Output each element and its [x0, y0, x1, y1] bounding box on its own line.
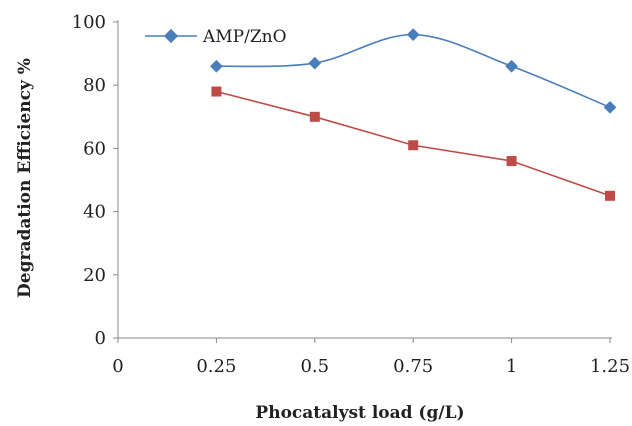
- series-1-point: [210, 59, 223, 73]
- series-1-point: [308, 56, 322, 70]
- y-tick-label: 60: [83, 138, 106, 159]
- series-2-point: [506, 156, 517, 167]
- y-tick-label: 80: [83, 75, 106, 96]
- legend: AMP/ZnO: [145, 27, 287, 47]
- series-2-point: [309, 111, 320, 122]
- series-1-point: [505, 59, 518, 73]
- x-tick-label: 1: [506, 356, 517, 377]
- series-layer: [210, 28, 617, 201]
- x-axis-title: Phocatalyst load (g/L): [255, 403, 464, 423]
- series-2-point: [605, 190, 615, 201]
- legend-marker-amp-zno: [163, 28, 179, 44]
- x-ticks: 0 0.25 0.5 0.75 1 1.25: [112, 338, 630, 377]
- x-tick-label: 0: [112, 356, 123, 377]
- y-ticks: 0 20 40 60 80 100: [72, 12, 118, 349]
- series-1-point: [603, 100, 617, 114]
- axes: [117, 20, 612, 339]
- x-tick-label: 0.75: [393, 356, 433, 377]
- y-tick-label: 40: [83, 202, 106, 223]
- x-tick-label: 1.25: [590, 356, 630, 377]
- y-tick-label: 100: [72, 12, 106, 33]
- y-axis-title: Degradation Efficiency %: [15, 58, 35, 298]
- series-2-point: [211, 86, 222, 97]
- series-2-point: [408, 140, 419, 151]
- y-tick-label: 20: [83, 265, 106, 286]
- x-tick-label: 0.25: [196, 356, 236, 377]
- legend-label-amp-zno: AMP/ZnO: [202, 27, 287, 47]
- series-1-point: [406, 28, 420, 42]
- y-tick-label: 0: [95, 328, 106, 349]
- x-tick-label: 0.5: [300, 356, 329, 377]
